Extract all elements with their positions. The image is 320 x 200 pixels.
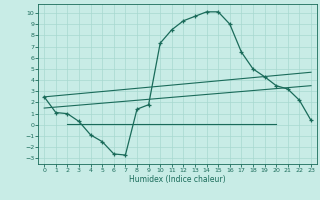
- X-axis label: Humidex (Indice chaleur): Humidex (Indice chaleur): [129, 175, 226, 184]
